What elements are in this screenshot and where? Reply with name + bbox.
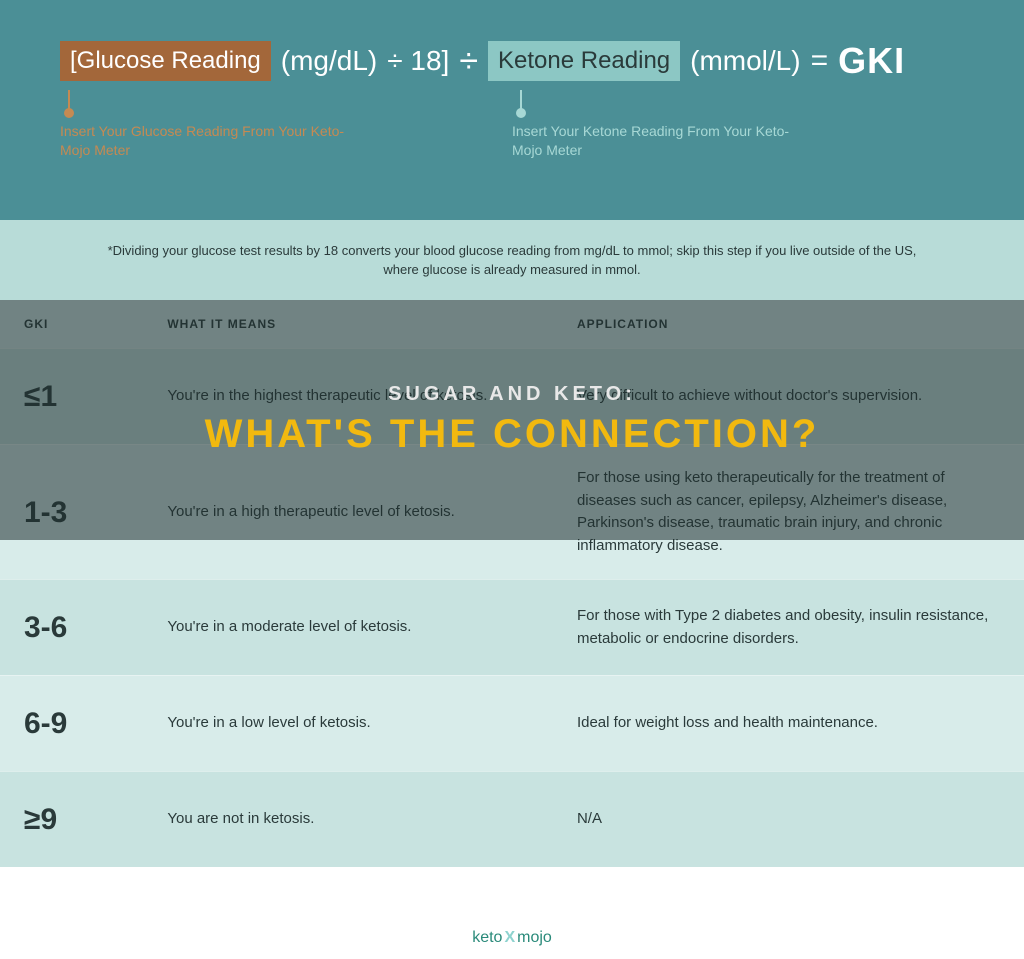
formula-result: GKI xyxy=(838,40,905,82)
logo-part1: keto xyxy=(472,929,502,946)
glucose-callout: Insert Your Glucose Reading From Your Ke… xyxy=(60,90,352,160)
footer-logo: ketoXmojo xyxy=(0,929,1024,947)
col-header-application: APPLICATION xyxy=(553,300,1024,348)
meaning-cell: You are not in ketosis. xyxy=(143,772,553,867)
callout-dot-icon xyxy=(516,108,526,118)
table-row: 3-6You're in a moderate level of ketosis… xyxy=(0,579,1024,675)
gki-value: ≤1 xyxy=(0,349,143,444)
logo-part2: mojo xyxy=(517,929,552,946)
divide-18: ÷ 18] xyxy=(387,45,449,77)
equals: = xyxy=(811,44,829,78)
col-header-gki: GKI xyxy=(0,300,143,348)
application-cell: For those using keto therapeutically for… xyxy=(553,445,1024,579)
glucose-chip: [Glucose Reading xyxy=(60,41,271,81)
meaning-cell: You're in a moderate level of ketosis. xyxy=(143,580,553,675)
ketone-callout-text: Insert Your Ketone Reading From Your Ket… xyxy=(512,122,804,160)
gki-table: GKI WHAT IT MEANS APPLICATION ≤1You're i… xyxy=(0,300,1024,867)
table-row: ≤1You're in the highest therapeutic leve… xyxy=(0,348,1024,444)
meaning-cell: You're in a low level of ketosis. xyxy=(143,676,553,771)
meaning-cell: You're in a high therapeutic level of ke… xyxy=(143,445,553,579)
note-band: *Dividing your glucose test results by 1… xyxy=(0,220,1024,300)
callout-dot-icon xyxy=(64,108,74,118)
ketone-chip: Ketone Reading xyxy=(488,41,680,81)
logo-x-icon: X xyxy=(502,929,517,946)
glucose-unit: (mg/dL) xyxy=(281,45,377,77)
gki-value: 6-9 xyxy=(0,676,143,771)
table-header: GKI WHAT IT MEANS APPLICATION xyxy=(0,300,1024,348)
application-cell: N/A xyxy=(553,772,1024,867)
table-body: ≤1You're in the highest therapeutic leve… xyxy=(0,348,1024,867)
callout-stem xyxy=(520,90,522,110)
page-root: [Glucose Reading (mg/dL) ÷ 18] ÷ Ketone … xyxy=(0,0,1024,959)
application-cell: Very difficult to achieve without doctor… xyxy=(553,349,1024,444)
application-cell: Ideal for weight loss and health mainten… xyxy=(553,676,1024,771)
table-row: 6-9You're in a low level of ketosis.Idea… xyxy=(0,675,1024,771)
formula-row: [Glucose Reading (mg/dL) ÷ 18] ÷ Ketone … xyxy=(60,40,964,82)
ketone-callout: Insert Your Ketone Reading From Your Ket… xyxy=(512,90,804,160)
application-cell: For those with Type 2 diabetes and obesi… xyxy=(553,580,1024,675)
formula-band: [Glucose Reading (mg/dL) ÷ 18] ÷ Ketone … xyxy=(0,0,1024,220)
conversion-note: *Dividing your glucose test results by 1… xyxy=(100,241,924,280)
table-row: ≥9You are not in ketosis.N/A xyxy=(0,771,1024,867)
meaning-cell: You're in the highest therapeutic level … xyxy=(143,349,553,444)
gki-value: ≥9 xyxy=(0,772,143,867)
callout-stem xyxy=(68,90,70,110)
callouts-row: Insert Your Glucose Reading From Your Ke… xyxy=(60,90,964,160)
ketone-unit: (mmol/L) xyxy=(690,45,800,77)
gki-value: 3-6 xyxy=(0,580,143,675)
glucose-callout-text: Insert Your Glucose Reading From Your Ke… xyxy=(60,122,352,160)
table-row: 1-3You're in a high therapeutic level of… xyxy=(0,444,1024,579)
gki-value: 1-3 xyxy=(0,445,143,579)
col-header-meaning: WHAT IT MEANS xyxy=(143,300,553,348)
big-divide: ÷ xyxy=(459,42,478,81)
